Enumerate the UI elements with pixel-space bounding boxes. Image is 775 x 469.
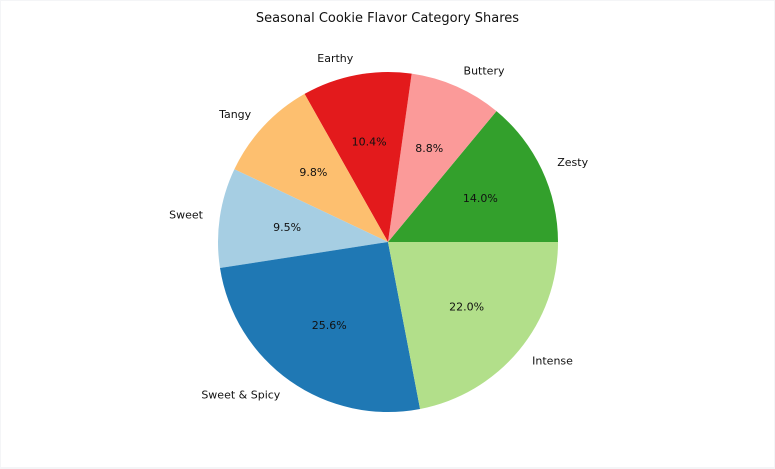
pct-label-earthy: 10.4%	[352, 135, 387, 148]
category-label-zesty: Zesty	[557, 156, 588, 169]
chart-title: Seasonal Cookie Flavor Category Shares	[255, 11, 520, 26]
category-label-tangy: Tangy	[218, 108, 252, 121]
pct-label-tangy: 9.8%	[299, 166, 327, 179]
pct-label-sweet: 9.5%	[273, 221, 301, 234]
category-label-sweet-and-spicy: Sweet & Spicy	[201, 388, 280, 401]
pie-slice-intense	[388, 242, 558, 409]
pct-label-buttery: 8.8%	[415, 142, 443, 155]
pct-label-zesty: 14.0%	[463, 192, 498, 205]
pie-slice-tangy	[234, 93, 388, 242]
pie-slice-earthy	[304, 71, 412, 242]
pct-label-sweet-and-spicy: 25.6%	[312, 319, 347, 332]
category-label-earthy: Earthy	[317, 52, 353, 65]
category-label-intense: Intense	[532, 355, 573, 368]
category-label-sweet: Sweet	[169, 209, 204, 222]
pie-slice-sweet-and-spicy	[220, 242, 421, 412]
pie-slice-zesty	[388, 111, 558, 242]
pct-label-intense: 22.0%	[449, 300, 484, 313]
pie-slice-sweet	[217, 169, 388, 269]
category-label-buttery: Buttery	[464, 64, 505, 77]
pie-slice-buttery	[388, 73, 497, 243]
